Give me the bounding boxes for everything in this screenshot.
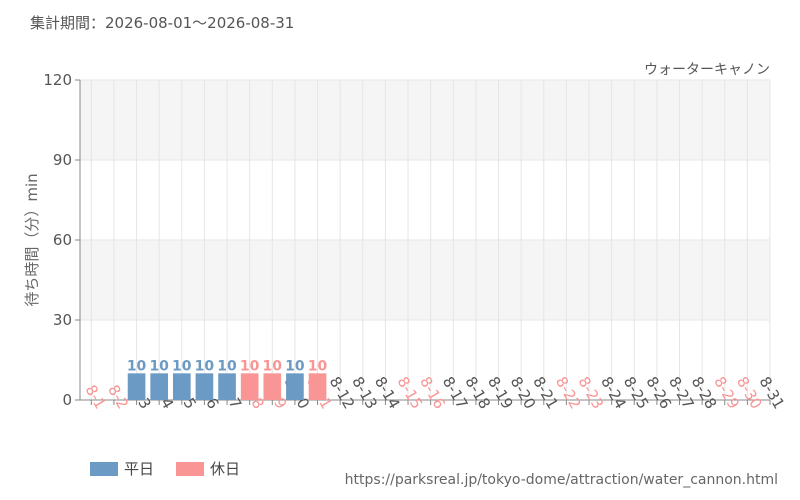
plot-band <box>80 320 770 400</box>
period-label: 集計期間：2026-08-01〜2026-08-31 <box>30 14 295 32</box>
legend-item-holiday: 休日 <box>176 458 240 479</box>
y-tick-label: 30 <box>53 311 72 329</box>
bar-value-label: 10 <box>127 358 147 374</box>
legend: 平日 休日 <box>90 458 240 479</box>
bar-value-label: 10 <box>308 358 328 374</box>
bar <box>286 373 304 400</box>
bar <box>263 373 282 400</box>
plot-band <box>80 240 770 320</box>
bar-value-label: 10 <box>195 358 215 374</box>
bar-value-label: 10 <box>285 358 305 374</box>
y-tick-label: 90 <box>53 151 72 169</box>
y-tick-label: 120 <box>43 71 72 89</box>
series-label: ウォーターキャノン <box>644 62 770 78</box>
bar <box>172 373 191 400</box>
legend-swatch-weekday <box>90 461 118 476</box>
bar <box>218 373 236 400</box>
y-axis-title: 待ち時間（分）min <box>23 173 41 306</box>
bar <box>127 373 146 400</box>
bar-value-label: 10 <box>149 358 169 374</box>
bar <box>240 373 259 400</box>
plot-band <box>80 160 770 240</box>
bar-value-label: 10 <box>172 358 192 374</box>
bar-value-label: 10 <box>263 358 283 374</box>
legend-swatch-holiday <box>176 461 205 476</box>
legend-label-weekday: 平日 <box>124 460 155 478</box>
source-url: https://parksreal.jp/tokyo-dome/attracti… <box>344 472 778 488</box>
bar-value-label: 10 <box>217 358 237 374</box>
plot-band <box>80 80 770 160</box>
y-tick-label: 60 <box>53 231 72 249</box>
bar <box>195 373 214 400</box>
y-tick-label: 0 <box>62 391 72 409</box>
legend-item-weekday: 平日 <box>90 458 154 479</box>
bar <box>308 373 327 400</box>
legend-label-holiday: 休日 <box>210 460 241 478</box>
bar <box>150 373 169 400</box>
bar-value-label: 10 <box>240 358 260 374</box>
